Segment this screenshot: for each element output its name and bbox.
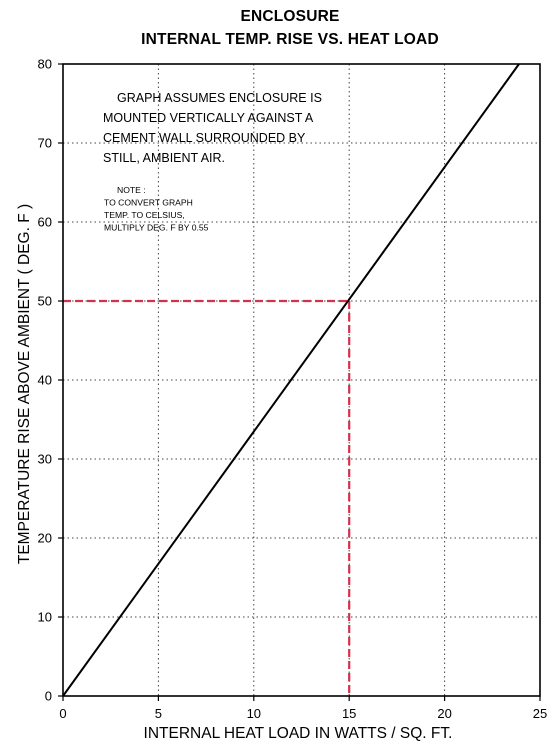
x-axis-label: INTERNAL HEAT LOAD IN WATTS / SQ. FT. — [144, 725, 453, 741]
y-tick-label: 60 — [38, 215, 52, 230]
y-tick-label: 10 — [38, 610, 52, 625]
note-line: MULTIPLY DEG. F BY 0.55 — [104, 223, 209, 233]
y-axis-label: TEMPERATURE RISE ABOVE AMBIENT ( DEG. F … — [16, 204, 33, 564]
x-tick-label: 5 — [155, 706, 162, 721]
annotation-line: GRAPH ASSUMES ENCLOSURE IS — [117, 91, 322, 105]
x-tick-label: 20 — [437, 706, 451, 721]
series-line — [62, 63, 520, 697]
note-line: TO CONVERT GRAPH — [104, 198, 193, 208]
y-tick-label: 20 — [38, 531, 52, 546]
reference-lines — [63, 299, 351, 696]
x-tick-label: 15 — [342, 706, 356, 721]
y-tick-label: 30 — [38, 452, 52, 467]
note-text: NOTE : TO CONVERT GRAPH TEMP. TO CELSIUS, M… — [104, 185, 209, 233]
y-tick-label: 40 — [38, 373, 52, 388]
x-tick-label: 0 — [59, 706, 66, 721]
annotation-text: GRAPH ASSUMES ENCLOSURE IS MOUNTED VERTIC… — [103, 91, 322, 165]
annotation-line: STILL, AMBIENT AIR. — [103, 151, 225, 165]
y-tick-label: 80 — [38, 57, 52, 72]
annotation-line: CEMENT WALL SURROUNDED BY — [103, 131, 306, 145]
chart-subtitle: INTERNAL TEMP. RISE VS. HEAT LOAD — [141, 31, 439, 48]
y-tick-label: 50 — [38, 294, 52, 309]
note-heading: NOTE : — [117, 185, 146, 195]
y-tick-label: 70 — [38, 136, 52, 151]
tick-labels: 0 5 10 15 20 25 0 10 20 30 40 50 60 70 80 — [38, 57, 548, 722]
series-layer — [62, 63, 520, 697]
x-tick-label: 25 — [533, 706, 547, 721]
note-line: TEMP. TO CELSIUS, — [104, 210, 185, 220]
x-tick-label: 10 — [247, 706, 261, 721]
chart-title: ENCLOSURE — [240, 8, 340, 25]
annotation-line: MOUNTED VERTICALLY AGAINST A — [103, 111, 314, 125]
y-tick-label: 0 — [45, 689, 52, 704]
